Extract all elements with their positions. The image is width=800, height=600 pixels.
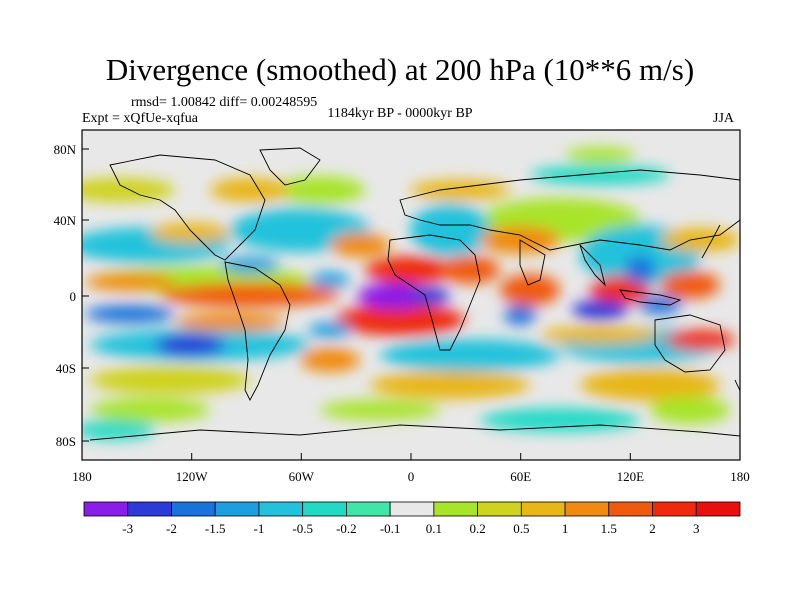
axis-ticks: 80N 40N 0 40S 80S 180 120W 60W 0 60E 120E 180 [54, 142, 750, 484]
legend-label: 0.2 [469, 521, 485, 536]
legend-swatch [520, 501, 566, 517]
legend-label: 0.1 [426, 521, 442, 536]
color-legend: -3 -2 -1.5 -1 -0.5 -0.2 -0.1 0.1 0.2 0.5 1 1.5 2 3 [83, 501, 741, 536]
legend-label: 2 [649, 521, 656, 536]
legend-swatch [695, 501, 741, 517]
season-label: JJA [713, 111, 735, 126]
legend-swatch [214, 501, 260, 517]
coastlines [89, 147, 740, 441]
legend-swatch [433, 501, 479, 517]
legend-swatch [171, 501, 216, 517]
map-title: Divergence (smoothed) at 200 hPa (10**6 … [105, 52, 695, 87]
lat-tick-label: 40N [54, 213, 77, 228]
lat-tick-label: 0 [70, 289, 77, 304]
legend-swatch [564, 501, 610, 517]
legend-label: 3 [693, 521, 700, 536]
legend-label: 1.5 [601, 521, 617, 536]
lat-tick-label: 80N [54, 142, 77, 157]
legend-swatch [477, 501, 522, 517]
legend-swatch [345, 501, 391, 517]
legend-label: -0.1 [380, 521, 401, 536]
experiment-label: Expt = xQfUe-xqfua [82, 111, 198, 126]
lat-tick-label: 80S [56, 434, 76, 449]
legend-label: 1 [562, 521, 569, 536]
legend-label: -1.5 [205, 521, 226, 536]
legend-label: -1 [254, 521, 265, 536]
legend-swatch [608, 501, 653, 517]
legend-label: 0.5 [513, 521, 529, 536]
legend-label: -0.2 [336, 521, 357, 536]
legend-swatch [83, 501, 129, 517]
legend-swatch [302, 501, 347, 517]
legend-swatch [127, 501, 172, 517]
legend-label: -2 [166, 521, 177, 536]
lon-tick-label: 180 [72, 469, 92, 484]
lon-tick-label: 60E [510, 469, 531, 484]
period-label: 1184kyr BP - 0000kyr BP [327, 106, 473, 121]
lon-tick-label: 60W [289, 469, 315, 484]
map-plot-area [82, 130, 740, 460]
legend-swatch [258, 501, 304, 517]
lat-tick-label: 40S [56, 361, 76, 376]
stats-text: rmsd= 1.00842 diff= 0.00248595 [131, 95, 318, 110]
legend-swatch [652, 501, 697, 517]
lon-tick-label: 180 [730, 469, 750, 484]
lon-tick-label: 120E [617, 469, 645, 484]
lon-tick-label: 0 [408, 469, 415, 484]
legend-swatch [389, 501, 435, 517]
divergence-field [82, 147, 740, 440]
legend-label: -0.5 [292, 521, 313, 536]
lon-tick-label: 120W [176, 469, 209, 484]
legend-label: -3 [122, 521, 133, 536]
